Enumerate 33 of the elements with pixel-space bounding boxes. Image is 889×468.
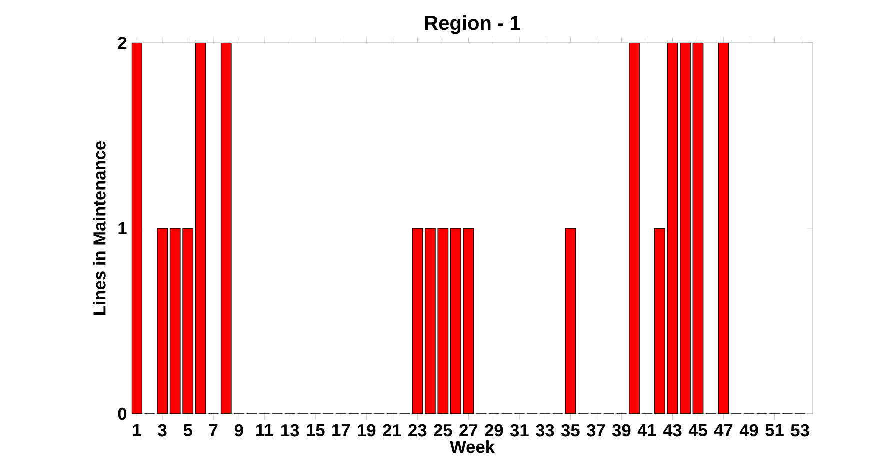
x-tick-label: 45 — [688, 424, 708, 436]
y-tick-label: 2 — [118, 36, 127, 50]
x-tick-label: 23 — [408, 424, 427, 437]
chart-title: Region - 1 — [426, 16, 520, 34]
x-tick-label: 13 — [282, 424, 300, 437]
x-tick-label: 19 — [358, 424, 376, 437]
x-tick-label: 15 — [307, 424, 325, 436]
x-tick-label: 53 — [791, 424, 810, 437]
x-tick-label: 7 — [210, 424, 218, 436]
x-tick-label: 29 — [485, 424, 504, 437]
x-tick-label: 51 — [766, 424, 784, 436]
y-tick-label: 1 — [118, 222, 127, 234]
x-tick-label: 43 — [663, 424, 682, 437]
x-tick-label: 37 — [586, 424, 606, 437]
y-tick-label: 0 — [118, 408, 127, 420]
x-tick-label: 31 — [510, 424, 529, 437]
x-tick-label: 27 — [460, 424, 478, 437]
x-tick-label: 47 — [714, 424, 733, 436]
x-axis-title: Week — [450, 440, 496, 454]
x-tick-label: 11 — [256, 424, 274, 436]
x-tick-label: 49 — [740, 424, 758, 437]
x-tick-label: 17 — [332, 424, 350, 436]
x-tick-label: 25 — [434, 424, 452, 437]
x-tick-label: 1 — [133, 424, 142, 436]
x-tick-label: 5 — [184, 424, 192, 436]
x-tick-label: 39 — [612, 424, 631, 437]
x-tick-label: 33 — [536, 424, 554, 437]
x-tick-label: 41 — [638, 424, 656, 436]
y-axis-title: Lines in Maintenance — [93, 141, 106, 315]
x-tick-label: 35 — [561, 424, 580, 437]
x-tick-label: 3 — [158, 424, 167, 437]
x-tick-label: 9 — [234, 424, 244, 437]
x-tick-label: 21 — [383, 424, 402, 437]
